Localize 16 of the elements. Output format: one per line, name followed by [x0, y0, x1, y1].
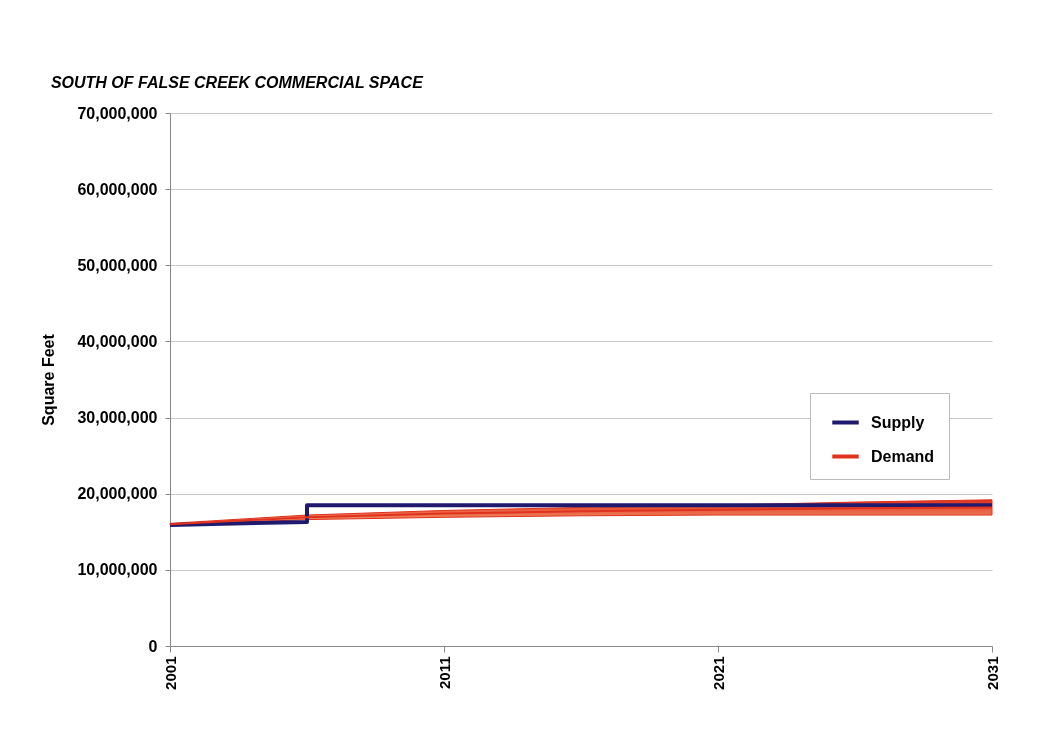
legend-label: Supply [871, 413, 925, 431]
x-tick-label: 2001 [161, 656, 179, 690]
y-axis-title: Square Feet [40, 333, 58, 426]
y-tick-label: 50,000,000 [77, 256, 158, 274]
legend-label: Demand [871, 447, 935, 465]
y-tick-label: 40,000,000 [77, 332, 158, 350]
y-tick-label: 20,000,000 [77, 485, 158, 503]
y-tick-label: 10,000,000 [77, 561, 158, 579]
y-tick-label: 30,000,000 [77, 409, 158, 427]
y-tick-label: 70,000,000 [77, 104, 158, 122]
y-tick-label: 0 [148, 637, 158, 655]
y-tick-label: 60,000,000 [77, 180, 158, 198]
x-tick-label: 2011 [435, 656, 453, 690]
chart-title: SOUTH OF FALSE CREEK COMMERCIAL SPACE [50, 74, 425, 91]
x-tick-label: 2031 [983, 656, 1001, 690]
x-tick-label: 2021 [709, 656, 727, 690]
